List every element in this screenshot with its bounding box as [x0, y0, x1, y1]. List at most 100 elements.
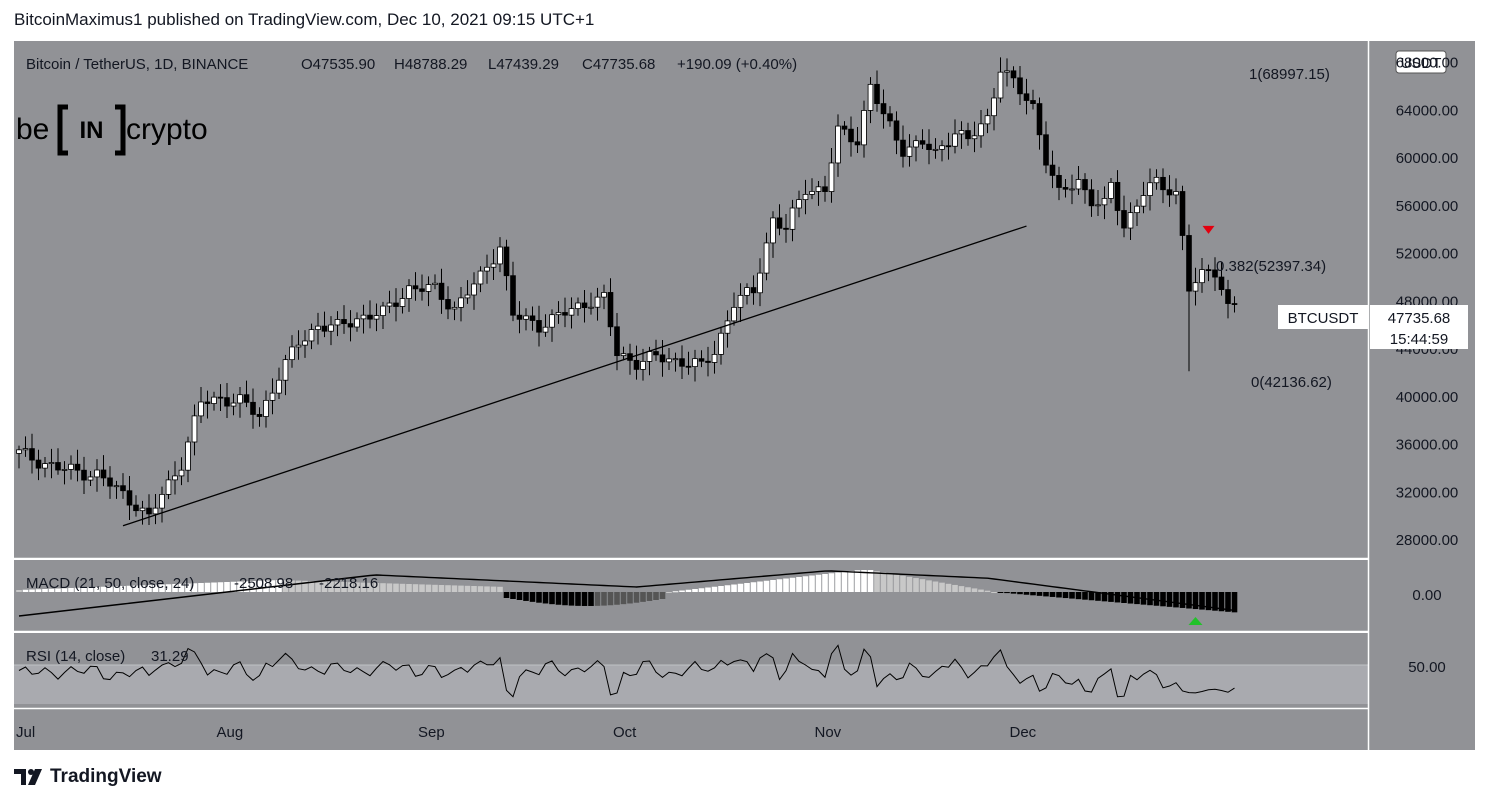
macd-histogram-bar [1062, 592, 1069, 599]
fib-label-0: 0(42136.62) [1251, 374, 1332, 391]
candle-body [165, 479, 172, 495]
currency-box[interactable] [1395, 50, 1447, 74]
candle-body [237, 394, 243, 404]
candle-body [945, 145, 952, 148]
macd-histogram-bar [399, 583, 406, 592]
macd-histogram-bar [698, 588, 705, 592]
macd-histogram-bar [354, 582, 360, 592]
candle-body [107, 477, 113, 487]
candle-body [438, 282, 445, 300]
candle-body [1192, 282, 1199, 292]
macd-histogram-bar [1049, 592, 1056, 597]
candle-body [1134, 205, 1140, 214]
candle-body [445, 299, 451, 310]
tradingview-footer[interactable]: TradingView [14, 766, 162, 788]
macd-histogram-bar [113, 586, 120, 592]
macd-histogram-bar [919, 579, 926, 592]
macd-histogram-bar [74, 587, 81, 592]
macd-histogram-bar [477, 586, 484, 592]
candle-body [848, 128, 854, 143]
candle-body [243, 394, 250, 403]
candle-body [822, 186, 828, 192]
price-tick-label: 68000.00 [1396, 54, 1459, 71]
macd-histogram-bar [315, 581, 321, 592]
macd-histogram-bar [776, 579, 783, 592]
candle-body [354, 318, 360, 328]
macd-histogram-bar [191, 583, 198, 592]
candle-body [1225, 289, 1231, 304]
macd-histogram-bar [159, 584, 165, 592]
macd-histogram-bar [1166, 592, 1173, 607]
candle-body [919, 140, 926, 145]
candle-body [1108, 182, 1114, 199]
macd-histogram-bar [965, 587, 971, 592]
candle-body [94, 469, 100, 478]
macd-histogram-bar [48, 588, 55, 592]
month-label: Jul [16, 724, 35, 741]
macd-histogram-bar [1069, 592, 1075, 599]
macd-histogram-bar [932, 581, 939, 592]
chart-canvas[interactable]: be IN crypto Bitcoin / TetherUS, 1D, BIN… [14, 41, 1475, 750]
currency-label: USDT [1401, 55, 1442, 72]
candle-body [1017, 77, 1023, 95]
tradingview-logo-icon [14, 769, 42, 785]
candle-body [35, 459, 42, 469]
candle-body [711, 354, 718, 363]
macd-histogram-bar [471, 586, 477, 592]
candle-body [854, 141, 861, 146]
candle-body [692, 358, 698, 368]
macd-histogram-bar [1004, 592, 1010, 594]
candle-body [341, 319, 347, 325]
candle-body [666, 358, 672, 363]
candle-body [776, 217, 783, 229]
candle-body [87, 476, 94, 481]
macd-histogram-bar [412, 584, 419, 592]
candle-body [367, 314, 373, 320]
macd-histogram-bar [1075, 592, 1082, 600]
candle-body [178, 469, 185, 477]
candle-body [614, 326, 620, 357]
macd-histogram-bar [828, 573, 835, 592]
macd-histogram-bar [386, 583, 393, 592]
macd-histogram-bar [763, 580, 770, 592]
candle-body [1153, 176, 1160, 184]
candle-body [113, 485, 120, 488]
candle-body [997, 71, 1004, 99]
macd-histogram-bar [861, 570, 867, 592]
candle-body [191, 415, 198, 443]
candle-body [510, 275, 516, 316]
candle-body [1010, 70, 1017, 79]
macd-histogram-bar [867, 570, 874, 592]
main-pane-bg [14, 41, 1368, 558]
macd-histogram-bar [581, 592, 588, 606]
macd-histogram-bar [848, 571, 854, 592]
macd-histogram-bar [432, 584, 438, 592]
macd-histogram-bar [165, 584, 172, 592]
macd-histogram-bar [1010, 592, 1017, 594]
candle-body [1004, 70, 1010, 73]
candle-body [29, 448, 35, 461]
macd-histogram-bar [594, 592, 601, 606]
macd-histogram-bar [68, 588, 74, 592]
candle-body [360, 314, 367, 320]
macd-histogram-bar [308, 581, 315, 592]
candle-body [718, 332, 724, 355]
candle-body [1095, 204, 1101, 207]
candle-body [796, 199, 802, 209]
candle-body [783, 227, 789, 230]
macd-histogram-bar [451, 585, 458, 592]
candle-body [230, 402, 237, 407]
macd-histogram-bar [627, 592, 633, 604]
candle-body [828, 162, 835, 192]
macd-histogram-bar [1231, 592, 1238, 613]
macd-histogram-bar [731, 584, 737, 592]
macd-histogram-bar [1192, 592, 1199, 610]
macd-histogram-bar [1017, 592, 1023, 595]
candle-body [874, 83, 880, 104]
chart-frame[interactable]: be IN crypto Bitcoin / TetherUS, 1D, BIN… [14, 41, 1475, 750]
candle-body [893, 120, 900, 141]
candle-body [282, 359, 289, 381]
ohlc-low: L47439.29 [488, 56, 559, 73]
candle-body [497, 246, 503, 265]
price-tick-label: 60000.00 [1396, 150, 1459, 167]
